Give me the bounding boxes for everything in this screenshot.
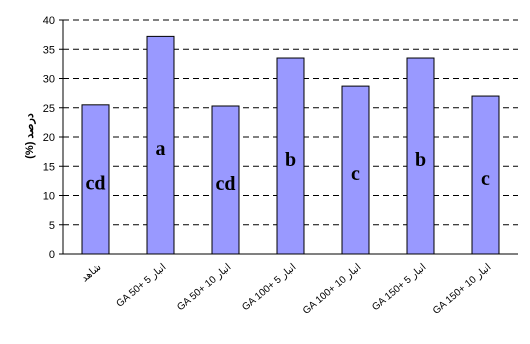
- gridlines: [59, 19, 518, 255]
- significance-letter: a: [156, 138, 166, 160]
- x-tick-label: GA 100+ 5 انبار: [240, 262, 298, 313]
- x-tick-label: GA 150+ 5 انبار: [370, 262, 428, 313]
- y-tick-label: 25: [43, 103, 55, 115]
- bar: [406, 57, 435, 255]
- y-tick-label: 35: [43, 44, 55, 56]
- axes: [62, 20, 518, 255]
- bar: [471, 95, 500, 255]
- x-tick-label: GA 100+ 10 انبار: [301, 262, 364, 317]
- significance-letter: c: [481, 168, 490, 190]
- y-tick-label: 20: [43, 132, 55, 144]
- bars: [81, 35, 500, 255]
- y-tick-label: 10: [43, 191, 55, 203]
- x-tick-label: شاهد: [80, 262, 104, 285]
- y-tick-label: 30: [43, 74, 55, 86]
- x-tick-label: GA 50+ 5 انبار: [114, 262, 168, 310]
- y-tick-label: 40: [43, 15, 55, 27]
- bar: [81, 104, 110, 255]
- significance-letter: cd: [86, 172, 106, 194]
- y-tick-label: 0: [49, 249, 55, 261]
- y-tick-labels: 0 5 10 15 20 25 30 35 40: [43, 15, 55, 261]
- bar: [341, 85, 370, 255]
- y-tick-label: 15: [43, 161, 55, 173]
- x-tick-label: GA 50+ 10 انبار: [175, 262, 233, 313]
- significance-letter: cd: [216, 173, 236, 195]
- x-tick-label: GA 150+ 10 انبار: [431, 262, 494, 317]
- significance-letter: c: [351, 163, 360, 185]
- significance-letter: b: [415, 149, 426, 171]
- y-axis-label: درصد (%): [24, 113, 36, 159]
- significance-letter: b: [285, 149, 296, 171]
- y-tick-label: 5: [49, 220, 55, 232]
- significance-letters: cd a cd b c b c: [86, 138, 491, 195]
